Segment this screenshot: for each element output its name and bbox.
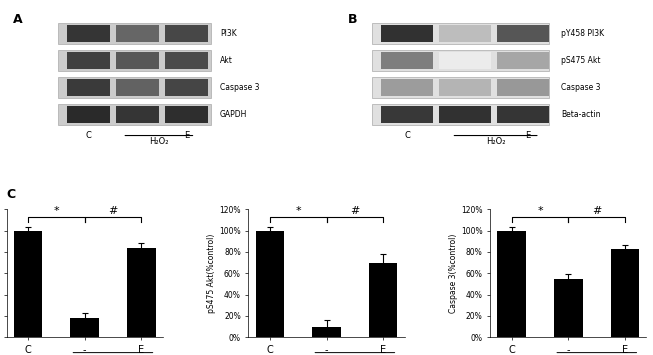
Text: C: C [7,188,16,201]
Bar [116,79,159,96]
Bar [372,50,549,71]
Bar [372,23,549,44]
Bar [165,79,208,96]
Text: -: - [467,131,470,140]
Bar [67,106,110,123]
Bar [439,52,491,69]
Bar [58,77,211,98]
Text: Akt: Akt [220,56,232,65]
Bar [255,230,284,337]
Bar [67,52,110,69]
Bar [381,52,433,69]
Text: #: # [108,206,118,215]
Text: #: # [350,206,360,215]
Bar [439,25,491,42]
Text: H₂O₂: H₂O₂ [149,137,168,147]
Y-axis label: Caspase 3(%control): Caspase 3(%control) [449,234,458,313]
Bar [372,104,549,125]
Text: Beta-actin: Beta-actin [561,110,601,119]
Bar [58,50,211,71]
Bar [116,106,159,123]
Bar [439,106,491,123]
Text: E: E [525,131,530,140]
Text: #: # [592,206,601,215]
Text: *: * [295,206,301,215]
Bar [312,327,341,337]
Text: Caspase 3: Caspase 3 [220,83,259,92]
Bar [116,52,159,69]
Bar [14,230,42,337]
Text: H₂O₂: H₂O₂ [486,137,505,147]
Bar [58,104,211,125]
Bar [611,248,639,337]
Y-axis label: pS475 Akt(%control): pS475 Akt(%control) [208,234,216,313]
Bar [498,230,526,337]
Bar [381,25,433,42]
Bar [497,106,549,123]
Bar [497,52,549,69]
Text: A: A [12,13,22,26]
Bar [381,106,433,123]
Bar [67,25,110,42]
Text: Caspase 3: Caspase 3 [561,83,601,92]
Bar [58,23,211,44]
Bar [127,247,155,337]
Text: pY458 PI3K: pY458 PI3K [561,29,604,38]
Bar [165,52,208,69]
Bar [165,106,208,123]
Bar [116,25,159,42]
Text: PI3K: PI3K [220,29,236,38]
Bar [439,79,491,96]
Text: -: - [136,131,139,140]
Text: C: C [86,131,91,140]
Text: E: E [183,131,189,140]
Bar [71,318,99,337]
Bar [497,79,549,96]
Text: *: * [537,206,543,215]
Bar [165,25,208,42]
Bar [67,79,110,96]
Bar [381,79,433,96]
Text: B: B [348,13,357,26]
Bar [372,77,549,98]
Text: GAPDH: GAPDH [220,110,247,119]
Bar [497,25,549,42]
Text: C: C [404,131,410,140]
Bar [554,279,582,337]
Text: pS475 Akt: pS475 Akt [561,56,601,65]
Bar [369,263,398,337]
Text: *: * [54,206,59,215]
